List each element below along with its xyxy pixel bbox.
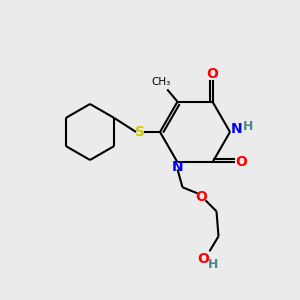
Text: H: H xyxy=(243,121,253,134)
Text: O: O xyxy=(198,252,209,266)
Text: S: S xyxy=(135,125,145,139)
Text: CH₃: CH₃ xyxy=(151,77,170,87)
Text: N: N xyxy=(231,122,243,136)
Text: H: H xyxy=(208,258,219,271)
Text: O: O xyxy=(207,67,218,81)
Text: O: O xyxy=(196,190,207,204)
Text: O: O xyxy=(236,155,247,169)
Text: N: N xyxy=(172,160,183,174)
